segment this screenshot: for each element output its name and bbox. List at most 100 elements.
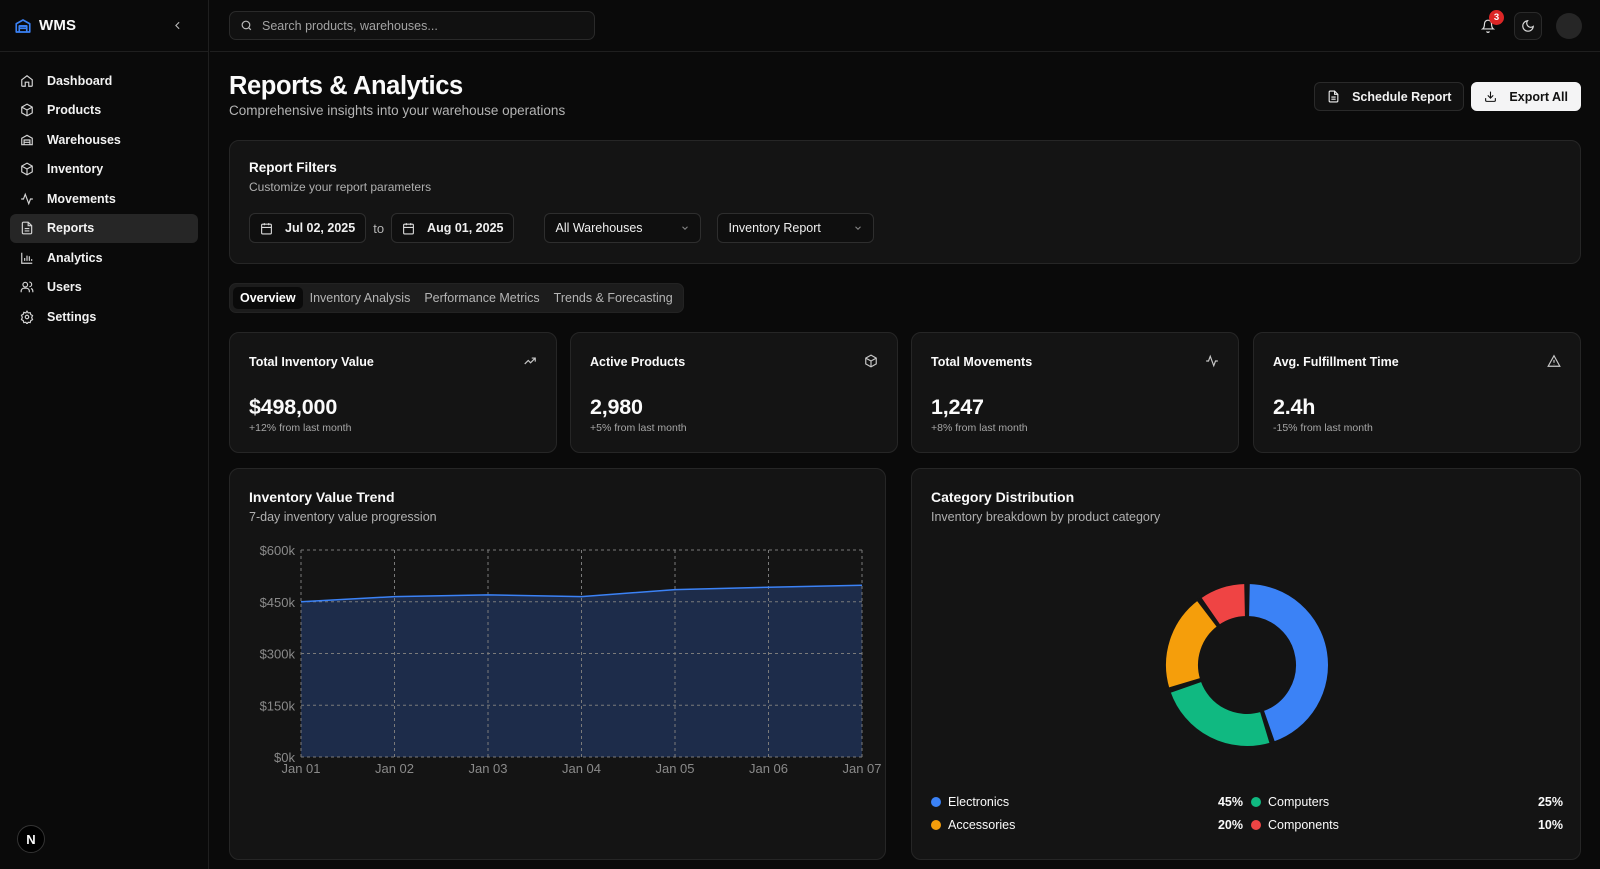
report-tabs: Overview Inventory Analysis Performance … bbox=[229, 283, 684, 313]
framework-badge[interactable]: N bbox=[17, 825, 45, 853]
legend-percent: 10% bbox=[1537, 818, 1563, 832]
donut-slice-accessories bbox=[1164, 598, 1220, 690]
home-icon bbox=[20, 74, 34, 88]
alert-triangle-icon bbox=[1547, 354, 1561, 368]
file-text-icon bbox=[20, 221, 34, 235]
moon-icon bbox=[1522, 19, 1534, 32]
search-box[interactable] bbox=[229, 11, 595, 40]
notification-count-badge: 3 bbox=[1489, 9, 1504, 25]
theme-toggle-button[interactable] bbox=[1514, 11, 1542, 40]
stat-change: +5% from last month bbox=[590, 422, 687, 434]
header-actions: Schedule Report Export All bbox=[1314, 82, 1581, 111]
y-tick-label: $450k bbox=[260, 595, 296, 610]
sidebar-item-movements[interactable]: Movements bbox=[10, 184, 198, 213]
stat-card-inventory-value: Total Inventory Value $498,000 +12% from… bbox=[229, 332, 557, 453]
legend-swatch bbox=[931, 797, 941, 807]
legend-percent: 45% bbox=[1217, 795, 1243, 809]
brand: WMS bbox=[0, 0, 208, 52]
legend-percent: 25% bbox=[1537, 795, 1563, 809]
stat-label: Total Movements bbox=[931, 355, 1033, 369]
calendar-icon bbox=[402, 222, 415, 235]
avatar[interactable] bbox=[1556, 12, 1582, 39]
notifications-button[interactable]: 3 bbox=[1472, 9, 1504, 40]
sidebar-item-label: Analytics bbox=[47, 250, 103, 265]
warehouse-select[interactable]: All Warehouses bbox=[544, 213, 702, 243]
export-all-button[interactable]: Export All bbox=[1471, 82, 1581, 111]
legend-item: Components 10% bbox=[1251, 817, 1563, 833]
tab-performance-metrics[interactable]: Performance Metrics bbox=[424, 291, 540, 305]
export-all-label: Export All bbox=[1509, 89, 1568, 104]
warehouse-icon bbox=[20, 133, 34, 147]
distribution-title: Category Distribution bbox=[931, 489, 1075, 505]
sidebar-item-inventory[interactable]: Inventory bbox=[10, 155, 198, 184]
sidebar-item-reports[interactable]: Reports bbox=[10, 213, 198, 243]
inventory-trend-card: $0k $150k $300k $450k $600k Jan 01 Jan 02 Jan 0… bbox=[229, 468, 886, 860]
sidebar: WMS Dashboard Products Warehouses Invent… bbox=[0, 0, 209, 869]
stat-change: -15% from last month bbox=[1273, 422, 1373, 434]
legend-item: Computers 25% bbox=[1251, 794, 1563, 810]
trending-up-icon bbox=[523, 354, 537, 368]
bar-chart-icon bbox=[20, 251, 34, 265]
trend-title: Inventory Value Trend bbox=[249, 489, 395, 505]
tab-overview[interactable]: Overview bbox=[233, 287, 303, 309]
sidebar-item-label: Users bbox=[47, 280, 82, 294]
warehouse-logo-icon bbox=[14, 17, 32, 35]
legend-percent: 20% bbox=[1217, 818, 1243, 832]
y-tick-label: $0k bbox=[274, 750, 295, 765]
x-tick-label: Jan 07 bbox=[842, 761, 881, 776]
sidebar-item-settings[interactable]: Settings bbox=[10, 302, 198, 331]
date-to-picker[interactable]: Aug 01, 2025 bbox=[391, 213, 515, 243]
box-icon bbox=[20, 162, 34, 176]
stat-value: $498,000 bbox=[249, 395, 338, 419]
users-icon bbox=[20, 280, 34, 294]
x-tick-label: Jan 02 bbox=[375, 761, 414, 776]
tab-inventory-analysis[interactable]: Inventory Analysis bbox=[309, 291, 411, 305]
topbar-actions: 3 bbox=[1472, 9, 1582, 40]
chevron-down-icon bbox=[853, 223, 863, 233]
stat-value: 1,247 bbox=[931, 395, 984, 419]
schedule-report-button[interactable]: Schedule Report bbox=[1314, 82, 1465, 111]
date-from-picker[interactable]: Jul 02, 2025 bbox=[249, 213, 367, 243]
inventory-trend-chart: $0k $150k $300k $450k $600k Jan 01 Jan 02 Jan 0… bbox=[260, 543, 882, 776]
donut-slice-electronics bbox=[1247, 581, 1330, 744]
stat-change: +12% from last month bbox=[249, 422, 352, 434]
report-type-select[interactable]: Inventory Report bbox=[717, 213, 875, 243]
x-tick-label: Jan 04 bbox=[562, 761, 601, 776]
sidebar-item-label: Settings bbox=[47, 309, 97, 324]
filters-subtitle: Customize your report parameters bbox=[249, 180, 432, 194]
date-to-value: Aug 01, 2025 bbox=[427, 221, 504, 235]
donut-slice-components bbox=[1198, 581, 1247, 627]
search-icon bbox=[240, 19, 253, 32]
sidebar-item-users[interactable]: Users bbox=[10, 273, 198, 302]
page-subtitle: Comprehensive insights into your warehou… bbox=[229, 103, 566, 118]
sidebar-nav: Dashboard Products Warehouses Inventory … bbox=[0, 52, 208, 346]
package-icon bbox=[20, 103, 34, 117]
legend-label: Components bbox=[1268, 818, 1339, 832]
y-tick-label: $300k bbox=[260, 647, 296, 662]
sidebar-item-analytics[interactable]: Analytics bbox=[10, 243, 198, 272]
app-name: WMS bbox=[39, 17, 77, 34]
legend-swatch bbox=[1251, 797, 1261, 807]
sidebar-item-dashboard[interactable]: Dashboard bbox=[10, 66, 198, 95]
chevron-left-icon[interactable] bbox=[168, 17, 186, 35]
page-title: Reports & Analytics bbox=[229, 72, 463, 100]
sidebar-item-label: Dashboard bbox=[47, 73, 113, 88]
package-icon bbox=[864, 354, 878, 368]
topbar: 3 bbox=[210, 0, 1600, 52]
tab-trends-forecasting[interactable]: Trends & Forecasting bbox=[553, 291, 673, 305]
x-tick-label: Jan 06 bbox=[749, 761, 788, 776]
stat-label: Avg. Fulfillment Time bbox=[1273, 355, 1399, 369]
search-input[interactable] bbox=[262, 18, 582, 33]
stat-value: 2.4h bbox=[1273, 395, 1316, 419]
download-icon bbox=[1484, 90, 1497, 103]
page-header: Reports & Analytics Comprehensive insigh… bbox=[229, 52, 1581, 138]
calendar-icon bbox=[260, 222, 273, 235]
filter-row: Jul 02, 2025 to Aug 01, 2025 All Warehou… bbox=[249, 213, 875, 243]
x-tick-label: Jan 01 bbox=[281, 761, 320, 776]
sidebar-item-products[interactable]: Products bbox=[10, 96, 198, 125]
sidebar-item-warehouses[interactable]: Warehouses bbox=[10, 125, 198, 154]
stat-card-total-movements: Total Movements 1,247 +8% from last mont… bbox=[911, 332, 1239, 453]
activity-icon bbox=[20, 192, 34, 206]
stat-value: 2,980 bbox=[590, 395, 643, 419]
